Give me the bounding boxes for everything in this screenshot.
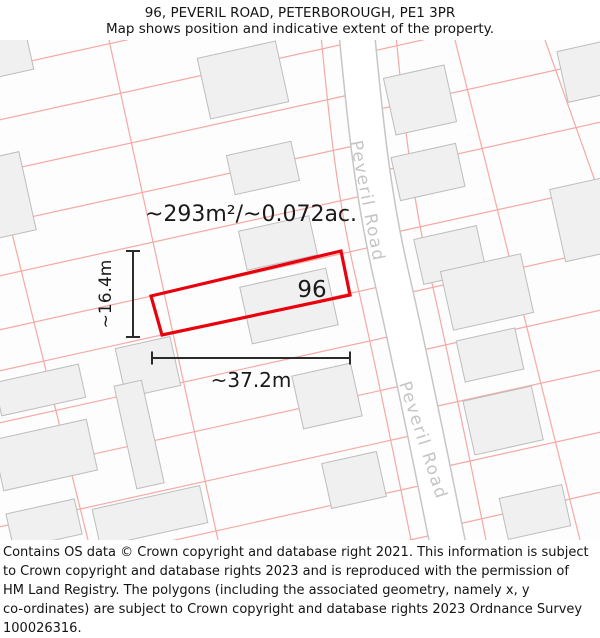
- height-dimension-label: ~16.4m: [96, 260, 116, 329]
- building: [0, 40, 35, 81]
- map-image: Peveril Road Peveril Road 96 ~293m²/~0.0…: [0, 40, 600, 540]
- width-dimension: ~37.2m: [151, 351, 351, 392]
- building: [556, 41, 600, 103]
- road-surface: [340, 40, 465, 540]
- footer-line: co-ordinates) are subject to Crown copyr…: [3, 602, 583, 617]
- area-label: ~293m²/~0.072ac.: [145, 202, 357, 227]
- building: [291, 362, 363, 430]
- building: [5, 498, 83, 540]
- height-dimension: ~16.4m: [96, 250, 140, 338]
- building: [0, 151, 37, 239]
- footer-line: Contains OS data © Crown copyright and d…: [3, 545, 589, 560]
- plot-number-label: 96: [297, 277, 326, 303]
- building: [498, 483, 572, 540]
- copyright-footer: Contains OS data © Crown copyright and d…: [0, 540, 600, 638]
- building: [113, 379, 165, 490]
- page-title: 96, PEVERIL ROAD, PETERBOROUGH, PE1 3PR: [144, 5, 456, 21]
- map-canvas: Peveril Road Peveril Road 96 ~293m²/~0.0…: [0, 40, 600, 540]
- footer-line: HM Land Registry. The polygons (includin…: [3, 583, 530, 598]
- building: [462, 385, 544, 456]
- page-subtitle: Map shows position and indicative extent…: [105, 21, 495, 37]
- building: [390, 142, 466, 202]
- building: [196, 40, 290, 120]
- building: [439, 253, 535, 331]
- width-dimension-label: ~37.2m: [211, 368, 292, 392]
- header: 96, PEVERIL ROAD, PETERBOROUGH, PE1 3PR …: [0, 0, 600, 40]
- building: [321, 450, 387, 510]
- building: [0, 418, 99, 492]
- building: [225, 140, 301, 196]
- building: [455, 327, 525, 383]
- buildings-layer: [0, 40, 600, 540]
- building: [0, 363, 87, 417]
- building: [382, 64, 458, 136]
- footer-line: to Crown copyright and database rights 2…: [3, 564, 569, 579]
- footer-line: 100026316.: [3, 621, 82, 636]
- building: [91, 484, 209, 540]
- building: [237, 215, 319, 271]
- property-outline: [149, 249, 352, 337]
